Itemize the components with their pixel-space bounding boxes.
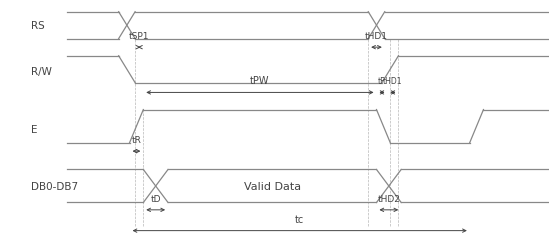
Text: tHD1: tHD1: [365, 32, 388, 41]
Text: R/W: R/W: [31, 67, 52, 77]
Text: tHD2: tHD2: [377, 195, 400, 204]
Text: tSP1: tSP1: [129, 32, 150, 41]
Text: tR: tR: [131, 136, 141, 145]
Text: DB0-DB7: DB0-DB7: [31, 182, 78, 192]
Text: tc: tc: [295, 215, 304, 225]
Text: tHD1: tHD1: [383, 77, 403, 86]
Text: tF: tF: [378, 77, 386, 86]
Text: RS: RS: [31, 21, 45, 31]
Text: Valid Data: Valid Data: [244, 182, 301, 192]
Text: tPW: tPW: [250, 76, 270, 86]
Text: tD: tD: [151, 195, 161, 204]
Text: E: E: [31, 125, 37, 135]
